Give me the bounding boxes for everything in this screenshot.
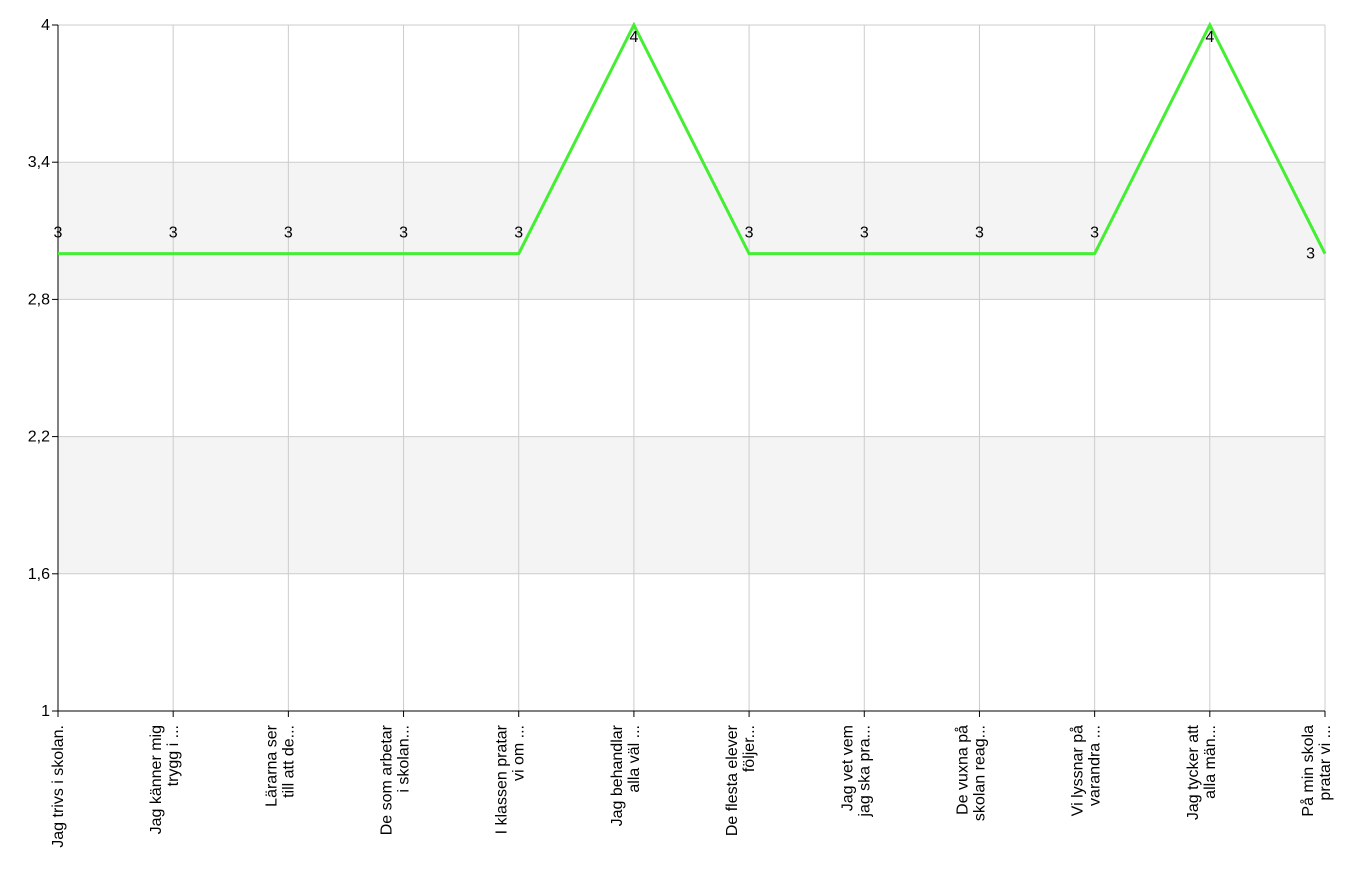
- data-label: 3: [745, 225, 754, 242]
- x-tick-label-line: Jag trivs i skolan.: [50, 725, 67, 848]
- y-tick-label: 3,4: [28, 154, 50, 171]
- x-tick-label-line: Jag vet vem: [839, 725, 856, 811]
- data-label: 3: [975, 225, 984, 242]
- series-group: [58, 21, 1327, 256]
- alternating-bands: [58, 162, 1325, 574]
- series-line: [58, 21, 1327, 256]
- x-tick-label: I klassen pratarvi om ...: [494, 724, 528, 834]
- x-tick-label: Vi lyssnar påvarandra ...: [1069, 725, 1104, 816]
- x-tick-label: Jag känner migtrygg i ...: [148, 725, 182, 834]
- data-label: 3: [1306, 246, 1315, 263]
- x-tick-label-line: De som arbetar: [379, 724, 396, 835]
- x-tick-label-line: skolan reag...: [971, 725, 988, 821]
- x-tick-label: Jag vet vemjag ska pra...: [839, 725, 873, 818]
- chart-band: [58, 162, 1325, 300]
- data-label: 3: [860, 225, 869, 242]
- data-label: 3: [399, 225, 408, 242]
- data-label: 3: [54, 225, 63, 242]
- x-tick-label: De vuxna påskolan reag...: [953, 725, 988, 821]
- x-tick-label-line: I klassen pratar: [494, 724, 511, 834]
- data-label: 3: [1090, 225, 1099, 242]
- x-tick-label: Lärarna sertill att de...: [263, 724, 297, 806]
- x-tick-label: De flesta eleverföljer...: [724, 724, 758, 836]
- y-axis-ticks: 1 1,6 2,2 2,8 3,4 4: [28, 17, 58, 720]
- data-label: 4: [629, 29, 638, 46]
- x-tick-label-line: Jag behandlar: [609, 724, 626, 826]
- x-tick-label: Jag tycker attalla män...: [1185, 724, 1219, 820]
- x-tick-label: De som arbetari skolan...: [379, 724, 413, 835]
- data-label: 3: [284, 225, 293, 242]
- x-tick-label: På min skolapratar vi ...: [1299, 725, 1334, 817]
- x-tick-label-line: pratar vi ...: [1317, 725, 1334, 801]
- x-tick-label-line: till att de...: [280, 725, 297, 798]
- y-tick-label: 2,2: [28, 429, 50, 446]
- gridlines: [57, 24, 1326, 712]
- x-tick-label-line: jag ska pra...: [856, 725, 873, 818]
- x-tick-label-line: Lärarna ser: [263, 724, 280, 806]
- x-tick-label-line: alla väl ...: [626, 725, 643, 793]
- x-tick-label-line: följer...: [741, 725, 758, 772]
- data-label: 4: [1205, 29, 1214, 46]
- y-tick-label: 1: [41, 703, 50, 720]
- y-tick-label: 4: [41, 17, 50, 34]
- x-tick-label-line: Vi lyssnar på: [1069, 725, 1087, 816]
- x-tick-label-line: På min skola: [1299, 725, 1317, 817]
- chart-band: [58, 436, 1325, 574]
- data-label: 3: [169, 225, 178, 242]
- x-tick-label-line: Jag känner mig: [148, 725, 165, 834]
- x-tick-label-line: De flesta elever: [724, 724, 741, 836]
- x-axis-ticks: Jag trivs i skolan. Jag känner migtrygg i…: [50, 711, 1334, 848]
- x-tick-label-line: Jag tycker att: [1185, 724, 1202, 820]
- x-tick-label-line: i skolan...: [396, 725, 413, 793]
- x-tick-label-line: vi om ...: [511, 725, 528, 781]
- axes: [57, 25, 1325, 712]
- x-tick-label-line: trygg i ...: [165, 725, 182, 786]
- data-labels: 3 3 3 3 3 4 3 3 3 3 4 3: [54, 29, 1316, 263]
- data-label: 3: [514, 225, 523, 242]
- y-tick-label: 2,8: [28, 291, 50, 308]
- x-tick-label: Jag trivs i skolan.: [50, 725, 67, 848]
- x-tick-label: Jag behandlaralla väl ...: [609, 724, 643, 826]
- x-tick-label-line: alla män...: [1202, 725, 1219, 799]
- x-tick-label-line: varandra ...: [1087, 725, 1104, 806]
- y-tick-label: 1,6: [28, 566, 50, 583]
- x-tick-label-line: De vuxna på: [953, 725, 971, 815]
